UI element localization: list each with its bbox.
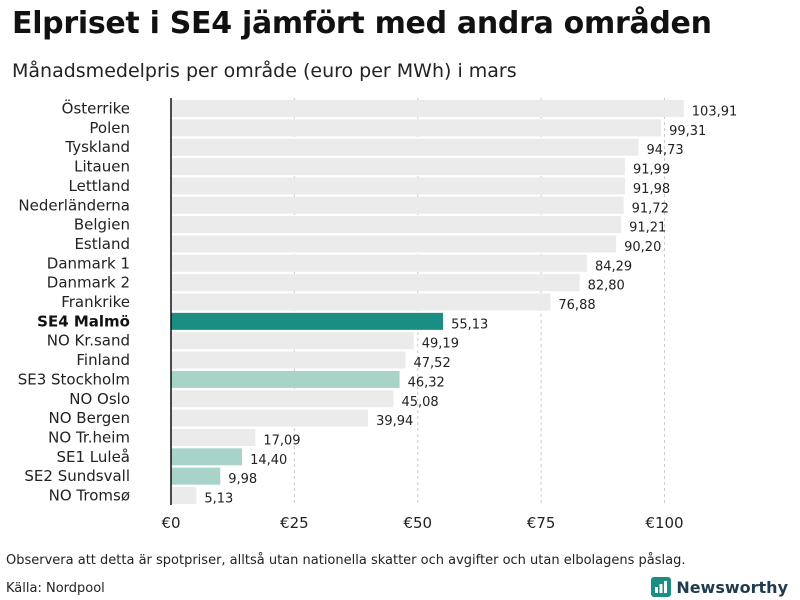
category-label: Estland	[74, 235, 130, 253]
category-label: SE4 Malmö	[37, 312, 130, 330]
value-label: 47,52	[414, 356, 451, 371]
value-label: 17,09	[263, 433, 300, 448]
bar	[171, 312, 444, 330]
newsworthy-logo-icon	[651, 577, 672, 597]
value-label: 55,13	[451, 317, 488, 332]
bar	[171, 467, 221, 485]
category-label: Finland	[76, 351, 130, 369]
category-label: NO Oslo	[69, 390, 130, 408]
bar	[171, 235, 617, 253]
category-label: SE1 Luleå	[57, 448, 131, 466]
x-tick-label: €50	[403, 514, 432, 532]
category-label: Nederländerna	[18, 196, 130, 214]
category-label: NO Bergen	[49, 409, 130, 427]
bar	[171, 448, 243, 466]
value-label: 103,91	[692, 105, 738, 120]
bar	[171, 177, 625, 195]
chart-subtitle: Månadsmedelpris per område (euro per MWh…	[12, 60, 517, 82]
bar	[171, 370, 400, 388]
category-label: Tyskland	[64, 138, 130, 156]
value-labels: 103,91 99,31 94,73 91,99 91,98 91,72 91,21 90,2…	[204, 105, 737, 507]
value-label: 46,32	[408, 375, 445, 390]
value-label: 91,99	[633, 163, 670, 178]
brand-name: Newsworthy	[676, 577, 788, 597]
bar	[171, 351, 406, 369]
category-label: Frankrike	[61, 293, 130, 311]
bar	[171, 293, 551, 311]
value-label: 49,19	[422, 337, 459, 352]
footnote: Observera att detta är spotpriser, allts…	[6, 553, 686, 568]
category-label: NO Tromsø	[49, 487, 130, 505]
category-label: Österrike	[62, 99, 130, 118]
category-label: Belgien	[74, 216, 130, 234]
bar	[171, 216, 622, 234]
value-label: 91,72	[632, 201, 669, 216]
value-label: 76,88	[558, 298, 595, 313]
bar	[171, 158, 625, 176]
category-label: Danmark 1	[47, 254, 130, 272]
bar	[171, 332, 414, 350]
value-label: 91,21	[629, 221, 666, 236]
value-label: 14,40	[250, 453, 287, 468]
category-label: Litauen	[74, 158, 130, 176]
category-label: SE2 Sundsvall	[24, 467, 130, 485]
value-label: 99,31	[669, 124, 706, 139]
x-tick-label: €75	[527, 514, 556, 532]
bar	[171, 428, 256, 446]
value-label: 45,08	[401, 395, 438, 410]
category-label: NO Kr.sand	[47, 332, 130, 350]
bar	[171, 487, 197, 504]
bar	[171, 138, 639, 156]
value-label: 94,73	[646, 143, 683, 158]
bar	[171, 254, 587, 272]
value-label: 82,80	[588, 279, 625, 294]
category-label: Polen	[89, 119, 130, 137]
x-axis-ticks: €0 €25 €50 €75 €100	[161, 514, 683, 532]
value-label: 5,13	[204, 492, 233, 507]
bars	[171, 100, 684, 504]
category-label: SE3 Stockholm	[18, 370, 130, 388]
bar	[171, 119, 662, 137]
brand-logo: Newsworthy	[651, 577, 788, 597]
source-credit: Källa: Nordpool	[6, 581, 105, 596]
category-label: Lettland	[69, 177, 130, 195]
x-tick-label: €0	[161, 514, 180, 532]
value-label: 84,29	[595, 259, 632, 274]
bar	[171, 409, 369, 427]
value-label: 90,20	[624, 240, 661, 255]
chart-title: Elpriset i SE4 jämfört med andra områden	[12, 6, 712, 41]
bar	[171, 390, 394, 408]
bar	[171, 274, 580, 292]
value-label: 91,98	[633, 182, 670, 197]
category-label: Danmark 2	[47, 274, 130, 292]
value-label: 39,94	[376, 414, 413, 429]
x-tick-label: €25	[280, 514, 309, 532]
value-label: 9,98	[228, 472, 257, 487]
x-tick-label: €100	[645, 514, 683, 532]
category-label: NO Tr.heim	[48, 428, 130, 446]
bar	[171, 196, 624, 214]
bar	[171, 100, 684, 117]
